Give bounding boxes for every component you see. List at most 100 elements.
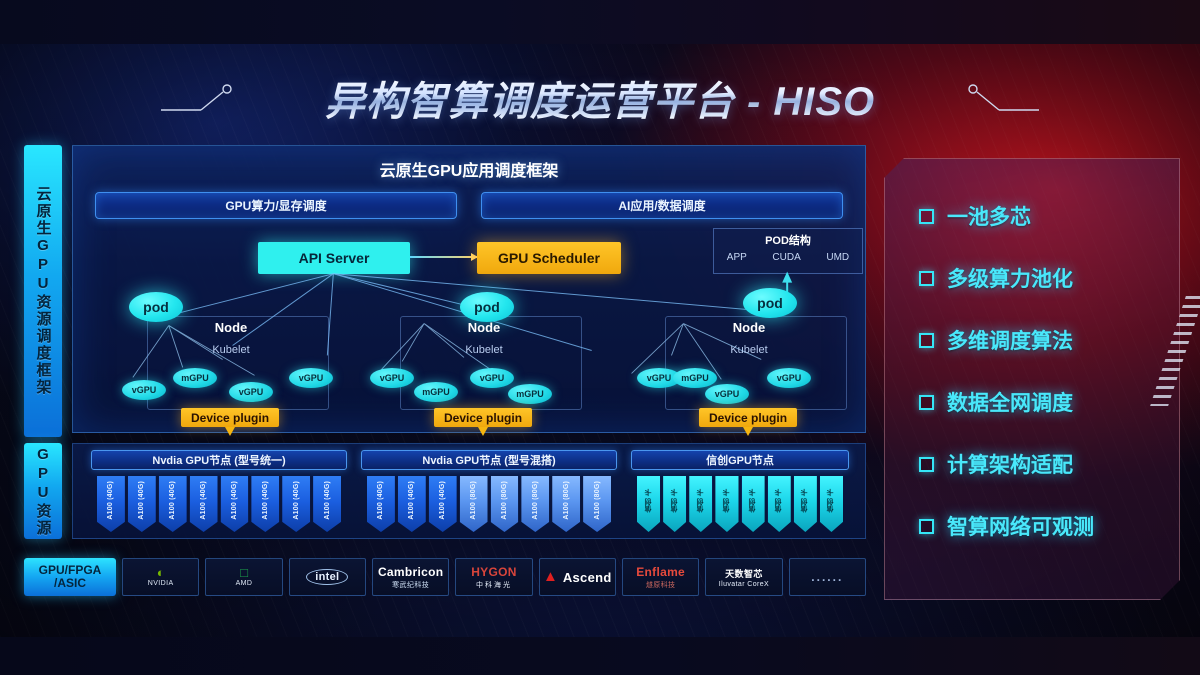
vendor-name: intel [306,569,349,585]
gpu-card[interactable]: 信创 卡 [637,476,661,532]
checkbox-icon [919,271,934,286]
feature-item-0[interactable]: 一池多芯 [919,185,1179,247]
vendor-name: Cambricon [377,564,444,579]
pod-struct-item-cuda: CUDA [772,252,801,263]
gpu-card-label: 信创 卡 [644,488,652,513]
device-plugin-button[interactable]: Device plugin [434,408,533,436]
gpu-column-title: Nvdia GPU节点 (型号统一) [91,450,347,470]
gpu-ellipse[interactable]: vGPU [289,368,333,388]
gpu-card[interactable]: 信创 卡 [741,476,765,532]
gpu-card-label: A100 (80G) [500,481,508,520]
gpu-ellipse[interactable]: vGPU [705,384,749,404]
vendor-name: NVIDIA [147,580,174,587]
vendor-nvidia[interactable]: ◐ NVIDIA [122,558,200,596]
service-row: API Server GPU Scheduler [73,242,865,288]
gpu-card[interactable]: A100 (80G) [521,476,550,532]
gpu-card[interactable]: A100 (80G) [459,476,488,532]
vendor-intel[interactable]: intel [288,558,366,596]
feature-item-3[interactable]: 数据全网调度 [919,371,1179,433]
vendor-more[interactable]: ...... [788,558,866,596]
feature-label: 多级算力池化 [947,268,1073,291]
ellipsis-icon: ...... [811,570,844,584]
gpu-card[interactable]: A100 (40G) [367,476,395,532]
gpu-ellipse[interactable]: vGPU [122,380,166,400]
gpu-card-label: A100 (40G) [200,481,208,520]
node-group-1: pod Node Kubelet vGPU mGPU vGPU mGPU Dev… [370,292,590,436]
api-server-box[interactable]: API Server [258,242,410,274]
pod-ellipse[interactable]: pod [129,292,183,322]
gpu-ellipse[interactable]: mGPU [673,368,717,388]
cloud-native-framework-box: 云原生GPU应用调度框架 GPU算力/显存调度 AI应用/数据调度 API Se… [72,145,866,436]
feature-label: 数据全网调度 [947,392,1073,415]
title-bar: 异构智算调度运营平台 - HISO [0,70,1200,126]
gpu-card-row: 信创 卡 信创 卡 信创 卡 信创 卡 信创 卡 信创 卡 信创 卡 信创 卡 [637,476,843,532]
gpu-card[interactable]: A100 (80G) [490,476,519,532]
vertical-label-framework-text: 云原生GPU资源调度框架 [34,186,52,396]
framework-pill-row: GPU算力/显存调度 AI应用/数据调度 [73,181,865,219]
vendor-cambricon[interactable]: Cambricon 寒武纪科技 [371,558,450,596]
feature-item-1[interactable]: 多级算力池化 [919,247,1179,309]
gpu-card[interactable]: A100 (80G) [552,476,581,532]
api-to-scheduler-arrow [410,253,478,261]
gpu-card[interactable]: A100 (40G) [313,476,341,532]
gpu-card-row: A100 (40G) A100 (40G) A100 (40G) A100 (4… [97,476,341,532]
feature-item-4[interactable]: 计算架构适配 [919,433,1179,495]
device-plugin-button[interactable]: Device plugin [181,408,280,436]
gpu-card[interactable]: A100 (40G) [127,476,156,532]
gpu-ellipse[interactable]: vGPU [637,368,681,388]
gpu-ellipse[interactable]: mGPU [173,368,217,388]
vendor-ascend[interactable]: ▲ Ascend [538,558,616,596]
gpu-scheduler-box[interactable]: GPU Scheduler [477,242,621,274]
gpu-ellipse[interactable]: vGPU [767,368,811,388]
gpu-card[interactable]: A100 (80G) [583,476,611,532]
gpu-column-0: Nvdia GPU节点 (型号统一) A100 (40G) A100 (40G)… [91,450,347,534]
pod-ellipse[interactable]: pod [743,288,797,318]
feature-item-5[interactable]: 智算网络可观测 [919,495,1179,557]
vendor-hygon[interactable]: HYGON 中科海光 [455,558,533,596]
gpu-card-label: A100 (80G) [470,481,478,520]
vendor-row: GPU/FPGA /ASIC ◐ NVIDIA □ AMD intel Camb… [24,558,866,596]
gpu-card[interactable]: A100 (40G) [97,476,125,532]
gpu-card-label: A100 (40G) [292,481,300,520]
gpu-column-1: Nvdia GPU节点 (型号混搭) A100 (40G) A100 (40G)… [361,450,617,534]
vendor-enflame[interactable]: Enflame 燧原科技 [621,558,700,596]
gpu-card-label: A100 (40G) [107,481,115,520]
gpu-card-label: A100 (40G) [377,481,385,520]
gpu-card[interactable]: A100 (40G) [189,476,218,532]
gpu-card[interactable]: 信创 卡 [793,476,817,532]
features-panel: 一池多芯 多级算力池化 多维调度算法 数据全网调度 计算架构适配 智算网络可观测 [884,158,1180,600]
gpu-card[interactable]: A100 (40G) [282,476,311,532]
vertical-label-gpu-resource-text: GPU资源 [34,445,52,537]
gpu-ellipse[interactable]: vGPU [470,368,514,388]
vendor-subname: 中科海光 [475,581,512,589]
gpu-ellipse[interactable]: vGPU [370,368,414,388]
feature-item-2[interactable]: 多维调度算法 [919,309,1179,371]
gpu-ellipse[interactable]: vGPU [229,382,273,402]
gpu-card[interactable]: A100 (40G) [158,476,187,532]
checkbox-icon [919,457,934,472]
gpu-card-label: 信创 卡 [827,488,835,513]
gpu-card-label: A100 (40G) [439,481,447,520]
gpu-ellipse[interactable]: mGPU [508,384,552,404]
gpu-card-label: A100 (40G) [323,481,331,520]
feature-label: 多维调度算法 [947,330,1073,353]
pill-gpu-compute[interactable]: GPU算力/显存调度 [95,192,457,219]
pod-ellipse[interactable]: pod [460,292,514,322]
gpu-card[interactable]: 信创 卡 [819,476,843,532]
device-plugin-button[interactable]: Device plugin [699,408,798,436]
gpu-card[interactable]: 信创 卡 [715,476,739,532]
gpu-card[interactable]: A100 (40G) [428,476,457,532]
gpu-card[interactable]: 信创 卡 [767,476,791,532]
feature-label: 智算网络可观测 [947,516,1094,539]
vendor-amd[interactable]: □ AMD [205,558,283,596]
gpu-card[interactable]: 信创 卡 [689,476,713,532]
pill-ai-data[interactable]: AI应用/数据调度 [481,192,843,219]
gpu-card[interactable]: A100 (40G) [251,476,280,532]
gpu-card[interactable]: A100 (40G) [220,476,249,532]
vendor-iluvatar[interactable]: 天数智芯 Iluvatar CoreX [705,558,783,596]
gpu-ellipse[interactable]: mGPU [414,382,458,402]
gpu-card[interactable]: A100 (40G) [397,476,426,532]
pod-structure-title: POD结构 [765,235,811,247]
gpu-column-title: 信创GPU节点 [631,450,849,470]
gpu-card[interactable]: 信创 卡 [663,476,687,532]
